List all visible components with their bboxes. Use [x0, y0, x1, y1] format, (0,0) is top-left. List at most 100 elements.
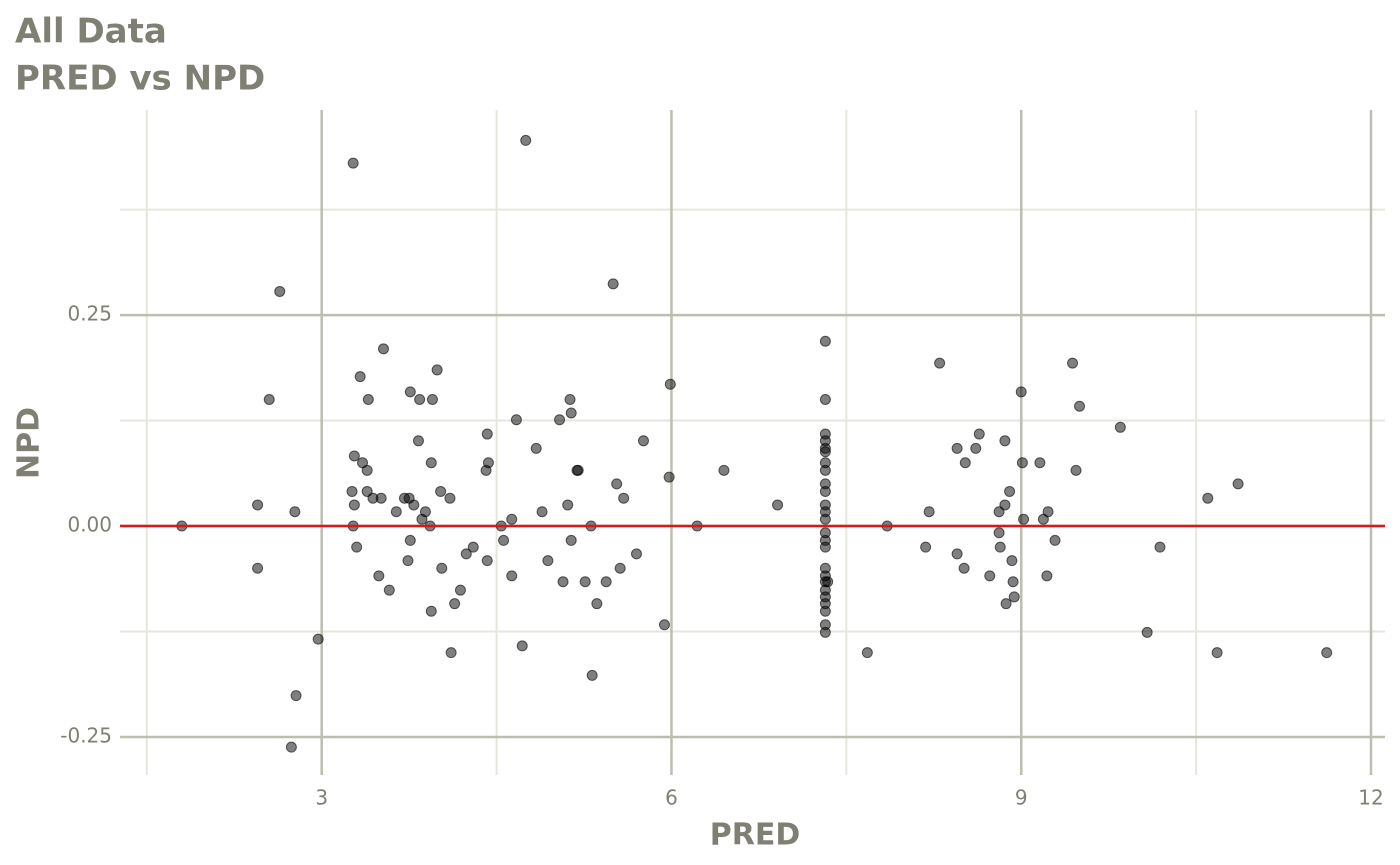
point [819, 626, 831, 638]
point [1321, 647, 1333, 659]
point [1074, 400, 1086, 412]
x-tick-label: 3 [315, 786, 328, 810]
point [993, 527, 1005, 539]
point [951, 548, 963, 560]
point [819, 446, 831, 458]
y-axis-label: NPD [12, 407, 47, 479]
point [819, 485, 831, 497]
point [1049, 534, 1061, 546]
point [1141, 626, 1153, 638]
point [1211, 647, 1223, 659]
point [425, 605, 437, 617]
point [1008, 591, 1020, 603]
point [404, 386, 416, 398]
y-tick-label: 0.25 [67, 302, 112, 326]
point [664, 378, 676, 390]
point [414, 393, 426, 405]
point [274, 285, 286, 297]
point [252, 499, 264, 511]
point [1000, 598, 1012, 610]
point [290, 690, 302, 702]
point [994, 541, 1006, 553]
chart-subtitle: PRED vs NPD [15, 59, 265, 99]
x-tick-label: 6 [665, 786, 678, 810]
point [565, 534, 577, 546]
point [999, 499, 1011, 511]
point [506, 513, 518, 525]
point [1070, 464, 1082, 476]
point [822, 576, 834, 588]
point [347, 157, 359, 169]
point [460, 548, 472, 560]
point [404, 534, 416, 546]
point [348, 450, 360, 462]
point [1015, 386, 1027, 398]
point [346, 485, 358, 497]
point [435, 485, 447, 497]
chart-title: All Data [15, 12, 167, 52]
point [436, 562, 448, 574]
point [554, 414, 566, 426]
point [920, 541, 932, 553]
point [510, 414, 522, 426]
point [861, 647, 873, 659]
point [1232, 478, 1244, 490]
point [362, 393, 374, 405]
point [373, 570, 385, 582]
x-axis-label: PRED [710, 818, 800, 853]
point [361, 464, 373, 476]
point [449, 598, 461, 610]
point [431, 364, 443, 376]
point [1042, 506, 1054, 518]
y-tick-label: 0.00 [67, 513, 112, 537]
point [419, 506, 431, 518]
point [383, 584, 395, 596]
point [614, 562, 626, 574]
point [618, 492, 630, 504]
point [252, 562, 264, 574]
point [600, 576, 612, 588]
point [444, 492, 456, 504]
point [482, 457, 494, 469]
point [970, 442, 982, 454]
point [819, 335, 831, 347]
point [819, 605, 831, 617]
point [772, 499, 784, 511]
point [1016, 457, 1028, 469]
point [572, 464, 584, 476]
point [663, 471, 675, 483]
point [958, 562, 970, 574]
point [819, 513, 831, 525]
y-tick-label: -0.25 [60, 724, 112, 748]
point [1154, 541, 1166, 553]
point [923, 506, 935, 518]
point [289, 506, 301, 518]
point [516, 640, 528, 652]
point [454, 584, 466, 596]
point [658, 619, 670, 631]
point [402, 555, 414, 567]
point [354, 371, 366, 383]
point [467, 541, 479, 553]
point [408, 499, 420, 511]
point [445, 647, 457, 659]
point [611, 478, 623, 490]
point [557, 576, 569, 588]
point [819, 541, 831, 553]
point [375, 492, 387, 504]
point [285, 741, 297, 753]
point [312, 633, 324, 645]
point [542, 555, 554, 567]
point [951, 442, 963, 454]
point [718, 464, 730, 476]
point [498, 534, 510, 546]
point [591, 598, 603, 610]
point [1018, 513, 1030, 525]
point [412, 435, 424, 447]
point [506, 570, 518, 582]
point [999, 435, 1011, 447]
point [481, 428, 493, 440]
point [481, 555, 493, 567]
point [1006, 555, 1018, 567]
